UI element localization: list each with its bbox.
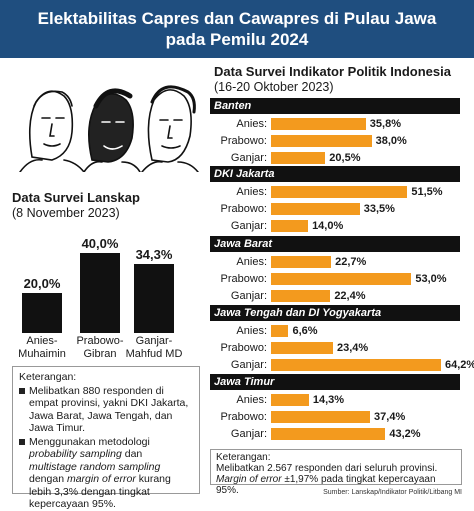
region-3-label-1: Prabowo:	[220, 342, 267, 354]
note-text: dengan	[29, 473, 67, 485]
left-bar-value-2: 34,3%	[135, 247, 173, 263]
left-survey-subtitle: (8 November 2023)	[12, 206, 120, 220]
left-survey-title: Data Survei Lanskap	[12, 190, 140, 205]
left-bar-value-0: 20,0%	[23, 276, 61, 291]
region-3-bar-0	[271, 325, 289, 337]
note-text: Menggunakan metodologi	[29, 435, 150, 448]
region-2-bar-0	[271, 256, 332, 268]
region-0-bar-2	[271, 152, 326, 164]
region-0-value-1: 38,0%	[375, 135, 407, 147]
region-2-bar-2	[271, 290, 331, 302]
bullet-square-icon	[19, 438, 25, 445]
region-3-bar-1	[271, 342, 333, 354]
region-header-4: Jawa Timur	[210, 374, 460, 390]
header-title-line2: pada Pemilu 2024	[165, 30, 309, 49]
region-3-label-0: Anies:	[236, 325, 267, 337]
region-header-3: Jawa Tengah dan DI Yogyakarta	[210, 305, 460, 321]
region-3-value-0: 6,6%	[292, 325, 318, 337]
right-survey-subtitle: (16-20 Oktober 2023)	[214, 80, 334, 94]
candidate-portraits-icon	[19, 85, 199, 172]
left-bar-value-1: 40,0%	[81, 236, 119, 251]
note-text: dan	[121, 448, 143, 460]
region-3-bar-2	[271, 359, 441, 371]
right-note-line-2: Margin of error ±1,97% pada tingkat kepe…	[216, 474, 456, 496]
region-0-label-2: Ganjar:	[230, 152, 267, 164]
right-note-heading: Keterangan:	[216, 452, 271, 463]
region-1-label-2: Ganjar:	[230, 220, 267, 232]
region-4-label-0: Anies:	[236, 394, 267, 406]
left-note-bullet-2-text: Menggunakan metodologi probability sampl…	[29, 436, 193, 511]
region-4-label-2: Ganjar:	[230, 428, 267, 440]
note-italic: margin of error	[66, 473, 136, 485]
region-2-value-0: 22,7%	[335, 256, 367, 268]
note-italic: multistage random sampling	[29, 460, 161, 473]
region-1-label-1: Prabowo:	[220, 203, 267, 215]
region-header-2: Jawa Barat	[210, 236, 460, 252]
region-2-value-2: 22,4%	[334, 290, 366, 302]
left-bar-category-line: Mahfud MD	[125, 348, 183, 360]
region-1-label-0: Anies:	[236, 186, 267, 198]
region-4-value-1: 37,4%	[374, 411, 406, 423]
region-3-value-2: 64,2%	[445, 359, 474, 371]
region-2-bar-1	[271, 273, 412, 285]
left-bar-category-line: Gibran	[83, 348, 117, 360]
region-1-bar-0	[271, 186, 408, 198]
header-title-line1: Elektabilitas Capres dan Cawapres di Pul…	[37, 9, 437, 28]
left-bar-1	[80, 253, 120, 333]
region-0-label-1: Prabowo:	[220, 135, 267, 147]
left-bar-category-line: Anies-	[26, 335, 58, 347]
region-0-bar-0	[271, 118, 366, 130]
note-italic: Margin of error	[216, 474, 282, 485]
left-bar-2	[134, 264, 174, 333]
left-note-bullet-2: Menggunakan metodologi probability sampl…	[19, 436, 193, 511]
region-1-value-0: 51,5%	[411, 186, 443, 198]
region-1-value-2: 14,0%	[312, 220, 344, 232]
left-bar-category-line: Muhaimin	[18, 348, 66, 360]
left-note-bullet-1-text: Melibatkan 880 responden di empat provin…	[29, 384, 189, 435]
region-0-value-2: 20,5%	[329, 152, 361, 164]
note-italic: probability sampling	[29, 448, 122, 460]
region-1-bar-1	[271, 203, 360, 215]
region-2-label-2: Ganjar:	[230, 290, 267, 302]
region-4-bar-2	[271, 428, 386, 440]
left-bar-0	[22, 293, 62, 333]
left-note-heading: Keterangan:	[19, 371, 77, 383]
region-0-label-0: Anies:	[236, 118, 267, 130]
right-survey-title: Data Survei Indikator Politik Indonesia	[214, 64, 451, 79]
left-bar-category-2: Ganjar- Mahfud MD	[121, 335, 187, 361]
left-bar-category-0: Anies- Muhaimin	[9, 335, 75, 361]
right-note-line-1: Melibatkan 2.567 responden dari seluruh …	[216, 463, 438, 474]
region-4-value-0: 14,3%	[312, 394, 345, 406]
note-text: ±1,97% pada tingkat kepercayaan 95%.	[216, 474, 436, 496]
region-0-value-0: 35,8%	[369, 118, 401, 130]
region-2-label-1: Prabowo:	[220, 273, 267, 285]
header-banner: Elektabilitas Capres dan Cawapres di Pul…	[0, 0, 474, 58]
region-3-value-1: 23,4%	[336, 342, 369, 354]
region-3-label-2: Ganjar:	[230, 359, 267, 371]
region-1-bar-2	[271, 220, 309, 232]
left-bar-category-line: Ganjar-	[135, 335, 173, 347]
left-note-box: Keterangan: Melibatkan 880 responden di …	[12, 366, 200, 510]
region-4-bar-0	[271, 394, 309, 406]
region-4-value-2: 43,2%	[389, 428, 421, 440]
region-1-value-1: 33,5%	[363, 203, 395, 215]
left-bar-category-1: Prabowo- Gibran	[67, 335, 133, 361]
region-header-1: DKI Jakarta	[210, 166, 460, 182]
bullet-square-icon	[19, 387, 25, 394]
left-note-bullet-1: Melibatkan 880 responden di empat provin…	[19, 385, 193, 435]
region-0-bar-1	[271, 135, 372, 147]
right-note-box: Keterangan: Melibatkan 2.567 responden d…	[210, 449, 462, 496]
region-2-label-0: Anies:	[236, 256, 267, 268]
region-4-label-1: Prabowo:	[220, 411, 267, 423]
left-bar-category-line: Prabowo-	[76, 335, 124, 347]
region-4-bar-1	[271, 411, 371, 423]
region-header-0: Banten	[210, 98, 460, 114]
region-2-value-1: 53,0%	[415, 273, 447, 285]
source-credit: Sumber: Lanskap/Indikator Politik/Litban…	[323, 489, 462, 496]
